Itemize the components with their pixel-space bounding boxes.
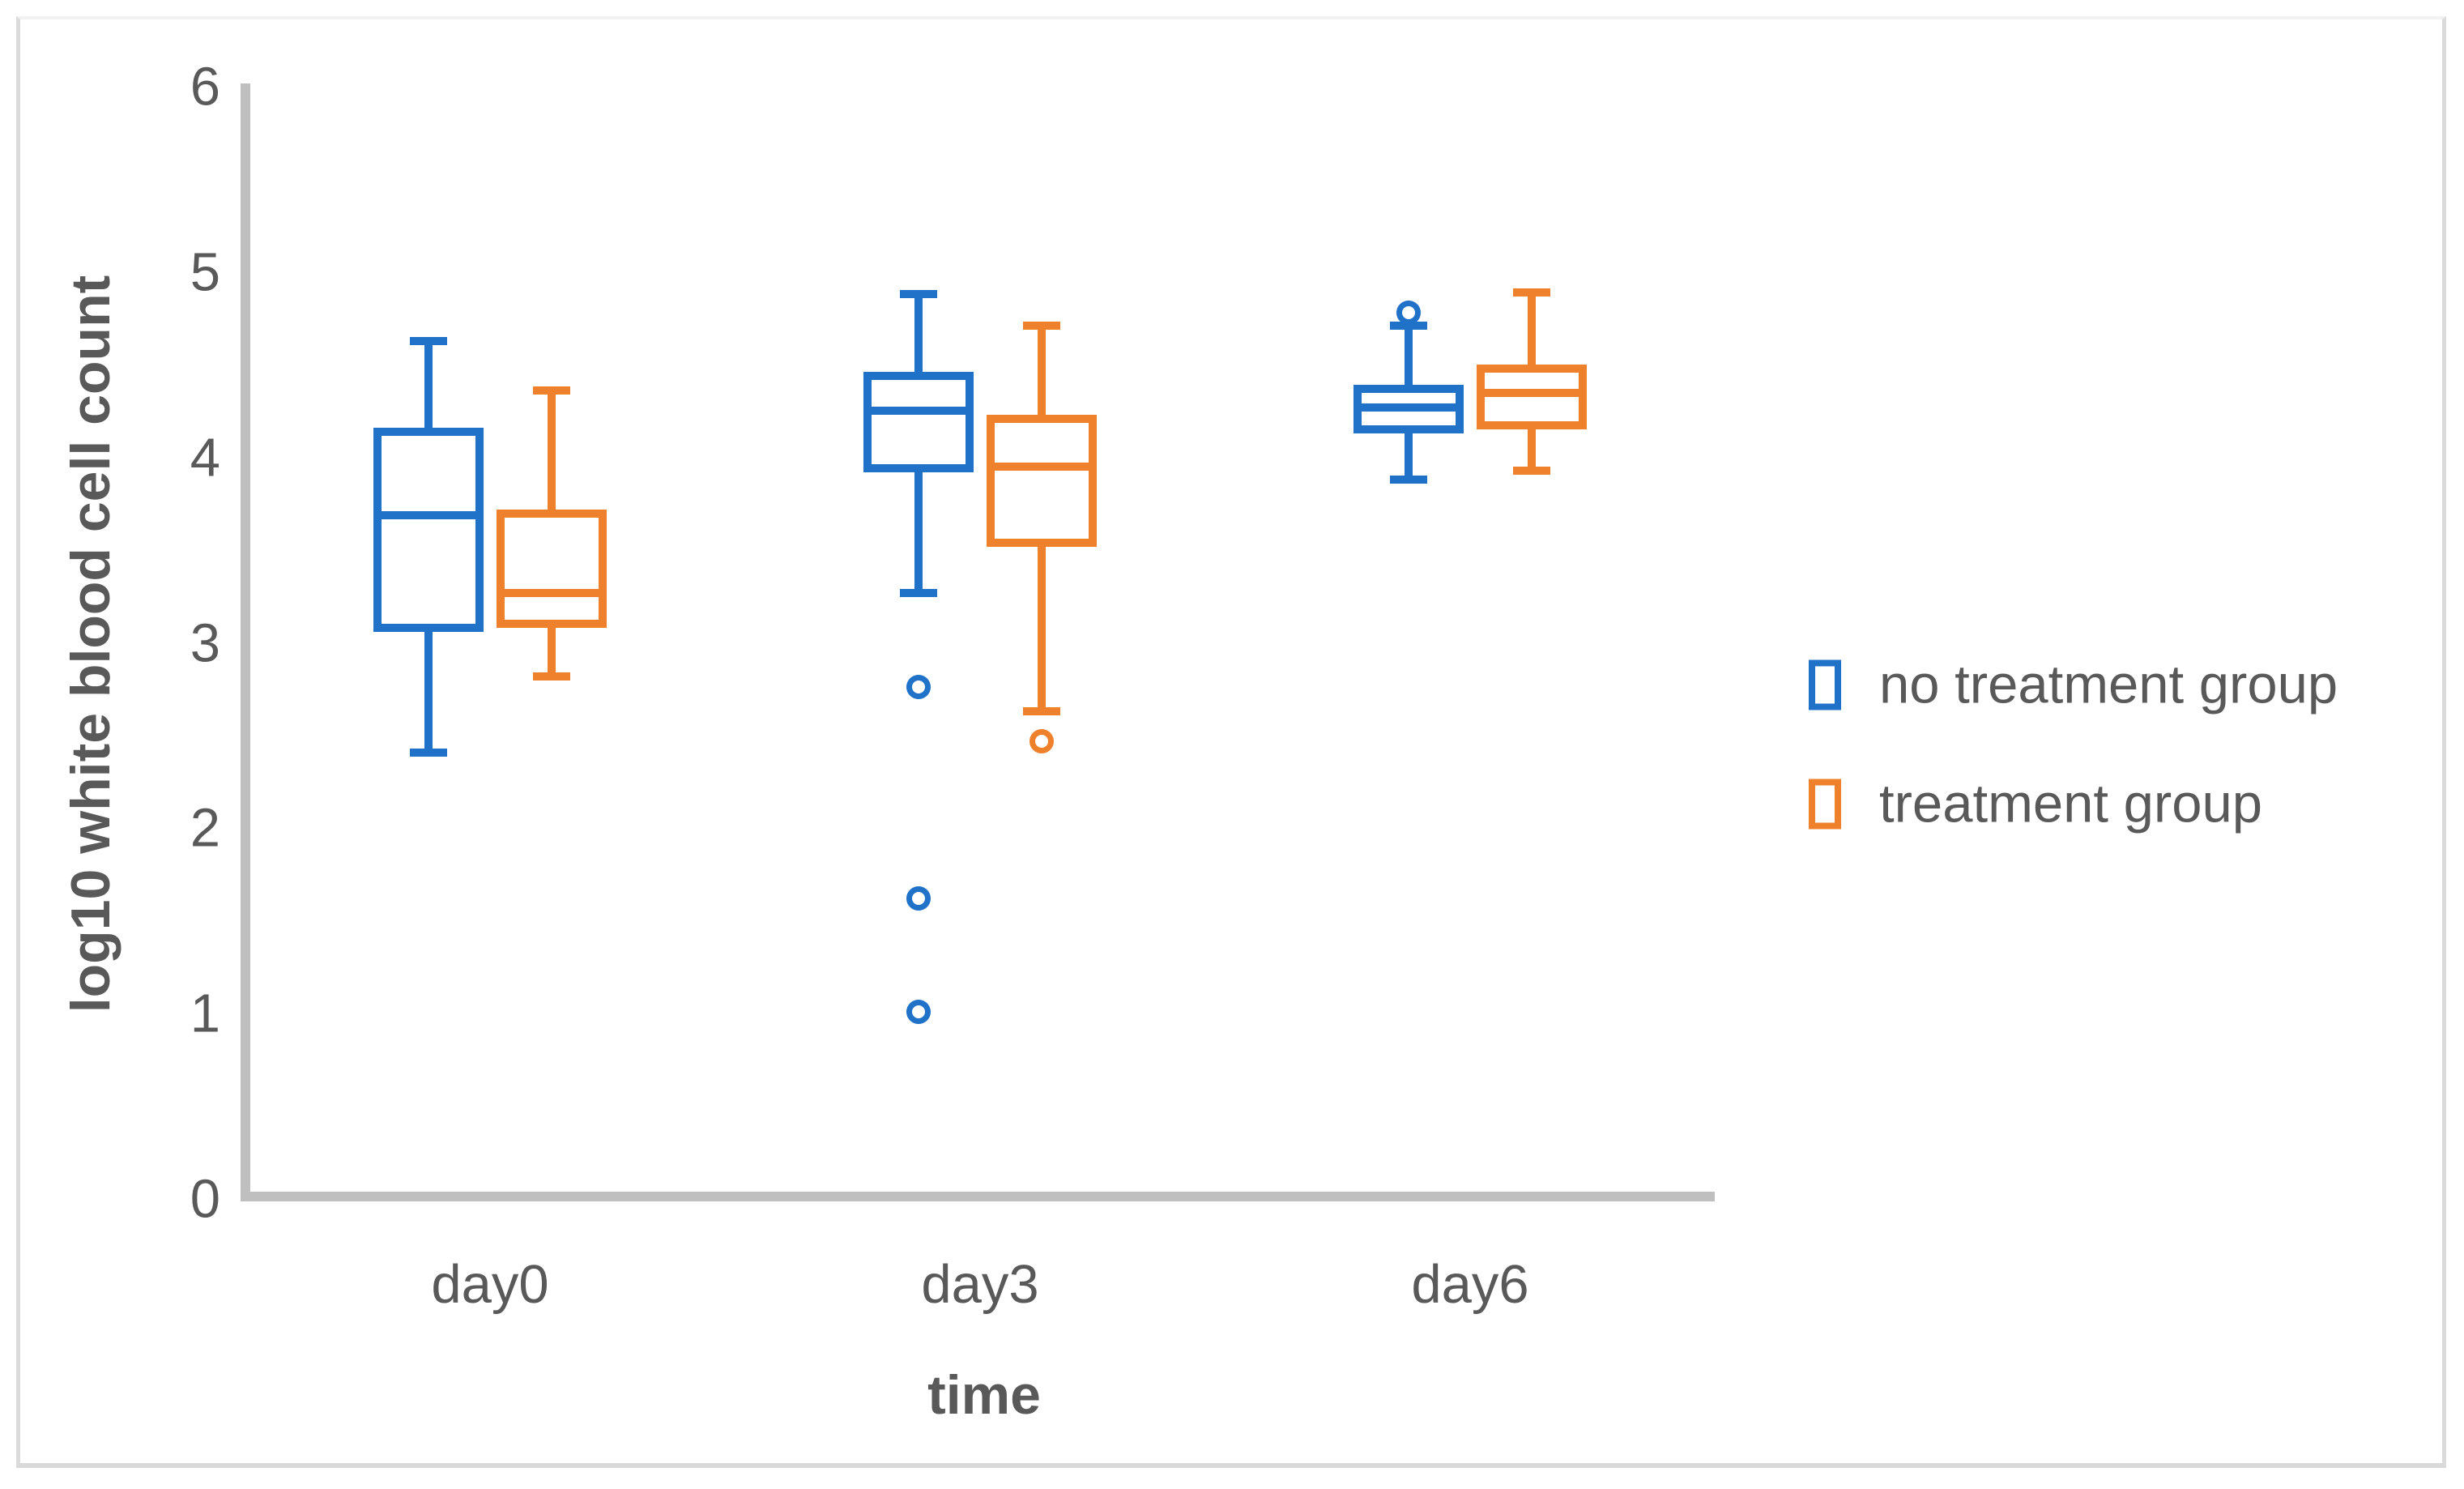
day3-no-treatment-lower-whisker-line: [914, 471, 923, 593]
day3-treatment-lower-whisker-line: [1038, 546, 1046, 712]
day0-no-treatment-upper-whisker-line: [424, 340, 433, 429]
day0-treatment-upper-whisker-line: [548, 390, 556, 510]
day0-treatment-upper-whisker-cap: [533, 386, 570, 395]
day6-treatment-lower-whisker-line: [1528, 429, 1536, 471]
day3-no-treatment-median-line: [863, 407, 974, 416]
day6-treatment-median-line: [1477, 388, 1587, 397]
legend-label-treatment: treatment group: [1879, 773, 2262, 834]
day0-no-treatment-lower-whisker-cap: [410, 748, 447, 757]
legend-item-treatment: treatment group: [1809, 777, 2262, 831]
x-category-label-day6: day6: [1411, 1254, 1529, 1315]
day3-no-treatment-upper-whisker-line: [914, 294, 923, 373]
day6-no-treatment-upper-whisker-line: [1405, 326, 1413, 386]
day6-no-treatment-lower-whisker-cap: [1390, 476, 1427, 484]
day3-no-treatment-lower-whisker-cap: [900, 588, 937, 597]
day6-treatment-upper-whisker-cap: [1513, 288, 1550, 297]
y-tick-label-6: 6: [190, 56, 220, 117]
day6-treatment-upper-whisker-line: [1528, 292, 1536, 365]
day3-treatment-median-line: [987, 463, 1097, 471]
y-axis-title: log10 white blood cell count: [60, 275, 121, 1013]
day3-treatment-upper-whisker-line: [1038, 326, 1046, 416]
day0-treatment-box: [497, 509, 607, 629]
day3-no-treatment-outlier-point-1: [906, 886, 931, 911]
y-tick-label-4: 4: [190, 427, 220, 489]
day0-no-treatment-lower-whisker-line: [424, 631, 433, 753]
x-axis-title: time: [927, 1364, 1041, 1426]
y-tick-label-2: 2: [190, 797, 220, 859]
day6-treatment-box: [1477, 365, 1587, 430]
day0-treatment-lower-whisker-cap: [533, 672, 570, 681]
day6-no-treatment-upper-whisker-cap: [1390, 322, 1427, 331]
box-swatch-icon-no-treatment: [1809, 659, 1841, 710]
day3-no-treatment-upper-whisker-cap: [900, 290, 937, 299]
day3-treatment-outlier-point-0: [1030, 728, 1054, 753]
day3-no-treatment-box: [863, 372, 974, 472]
y-tick-label-5: 5: [190, 241, 220, 303]
day0-no-treatment-upper-whisker-cap: [410, 336, 447, 345]
day0-treatment-median-line: [497, 588, 607, 597]
day6-no-treatment-outlier-point-0: [1396, 301, 1421, 326]
day3-treatment-upper-whisker-cap: [1023, 322, 1060, 331]
day6-no-treatment-median-line: [1353, 403, 1464, 412]
day3-no-treatment-outlier-point-0: [906, 675, 931, 700]
day0-treatment-lower-whisker-line: [548, 628, 556, 676]
day3-no-treatment-outlier-point-2: [906, 999, 931, 1024]
y-axis-line: [241, 83, 250, 1201]
y-tick-label-0: 0: [190, 1168, 220, 1230]
x-axis-line: [241, 1192, 1715, 1201]
x-category-label-day0: day0: [431, 1254, 549, 1315]
day0-no-treatment-box: [373, 428, 484, 632]
legend-label-no-treatment: no treatment group: [1879, 654, 2338, 715]
legend-item-no-treatment: no treatment group: [1809, 658, 2338, 712]
y-tick-label-3: 3: [190, 612, 220, 673]
x-category-label-day3: day3: [921, 1254, 1039, 1315]
day6-treatment-lower-whisker-cap: [1513, 466, 1550, 475]
day3-treatment-box: [987, 415, 1097, 547]
day3-treatment-lower-whisker-cap: [1023, 707, 1060, 716]
box-swatch-icon-treatment: [1809, 779, 1841, 829]
y-tick-label-1: 1: [190, 983, 220, 1044]
day6-no-treatment-lower-whisker-line: [1405, 433, 1413, 480]
day0-no-treatment-median-line: [373, 510, 484, 519]
figure-border: [16, 16, 2446, 1468]
